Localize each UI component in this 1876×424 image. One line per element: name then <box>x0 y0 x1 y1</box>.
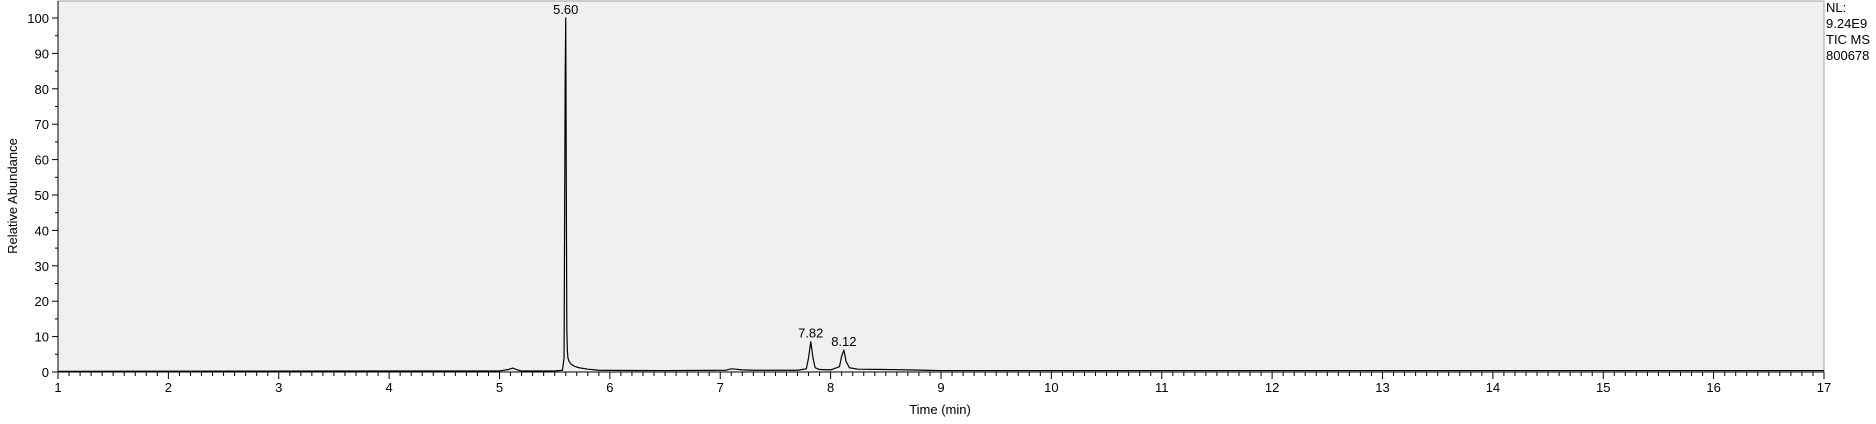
x-axis-title: Time (min) <box>909 402 971 417</box>
peak-label: 8.12 <box>831 334 856 349</box>
x-tick-label: 17 <box>1817 380 1831 395</box>
x-tick-label: 8 <box>827 380 834 395</box>
info-line-1: NL: <box>1826 0 1846 15</box>
y-tick-label: 90 <box>35 46 49 61</box>
x-tick-label: 12 <box>1265 380 1279 395</box>
x-tick-label: 9 <box>937 380 944 395</box>
y-tick-label: 50 <box>35 188 49 203</box>
y-tick-label: 20 <box>35 294 49 309</box>
peak-label: 5.60 <box>553 2 578 17</box>
y-tick-label: 100 <box>27 11 49 26</box>
series-line <box>57 17 1824 372</box>
x-tick-label: 10 <box>1044 380 1058 395</box>
x-tick-label: 1 <box>54 380 61 395</box>
x-tick-label: 5 <box>496 380 503 395</box>
series-layer <box>57 17 1824 372</box>
x-tick-label: 2 <box>165 380 172 395</box>
x-tick-label: 13 <box>1375 380 1389 395</box>
x-tick-label: 14 <box>1486 380 1500 395</box>
x-tick-label: 15 <box>1596 380 1610 395</box>
info-block: NL: 9.24E9 TIC MS 800678 <box>1826 0 1870 63</box>
x-tick-label: 7 <box>717 380 724 395</box>
y-tick-label: 40 <box>35 223 49 238</box>
info-line-4: 800678 <box>1826 48 1869 63</box>
y-tick-label: 0 <box>42 365 49 380</box>
y-tick-label: 80 <box>35 82 49 97</box>
plot-area <box>57 0 1825 373</box>
y-axis: 0 10 20 30 40 50 60 70 80 90 100 <box>27 1 59 380</box>
y-tick-label: 60 <box>35 153 49 168</box>
peak-label: 7.82 <box>798 326 823 341</box>
peak-labels: 5.60 7.82 8.12 <box>553 2 856 349</box>
x-axis: 1 2 3 4 5 6 7 8 9 10 11 12 13 14 15 16 17 <box>54 371 1831 395</box>
y-tick-label: 10 <box>35 330 49 345</box>
plot-background <box>57 0 1825 373</box>
y-axis-title: Relative Abundance <box>5 138 20 254</box>
y-tick-label: 30 <box>35 259 49 274</box>
x-tick-label: 6 <box>606 380 613 395</box>
x-tick-label: 3 <box>275 380 282 395</box>
x-tick-label: 4 <box>386 380 393 395</box>
x-tick-label: 11 <box>1155 380 1169 395</box>
info-line-2: 9.24E9 <box>1826 16 1867 31</box>
info-line-3: TIC MS <box>1826 32 1870 47</box>
x-tick-label: 16 <box>1706 380 1720 395</box>
y-tick-label: 70 <box>35 117 49 132</box>
